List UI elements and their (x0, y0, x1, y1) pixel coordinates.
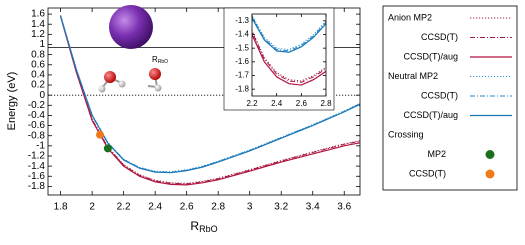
plot-frame (251, 13, 327, 97)
y-tick-label: -1.8 (28, 181, 46, 192)
y-tick-label: 1 (39, 39, 45, 50)
y-tick-label: 1.4 (31, 19, 45, 30)
y-axis-label: Energy (eV) (6, 72, 18, 131)
x-axis-subscript: RbO (199, 224, 218, 234)
oxygen-atom (149, 68, 161, 80)
legend-label: CCSD(T)/aug (403, 51, 458, 61)
y-tick-label: -1.2 (28, 151, 46, 162)
line-series (252, 28, 326, 82)
x-tick-label: 2.8 (320, 99, 332, 108)
legend-label: CCSD(T) (409, 168, 446, 178)
distance-symbol: R (152, 55, 158, 64)
x-axis-label: RRbO (190, 219, 217, 234)
distance-label: RRbO (152, 55, 168, 65)
plot-area (48, 14, 360, 186)
y-tick-label: 0.6 (31, 59, 45, 70)
hydrogen-atom (154, 84, 162, 92)
legend-label: Neutral MP2 (388, 71, 438, 81)
legend: Anion MP2 CCSD(T) CCSD(T)/aug Neutral MP2 CC… (382, 5, 518, 191)
x-tick-label: 2.4 (271, 99, 283, 108)
y-tick-label: 0.8 (31, 49, 45, 60)
x-tick-label: 2.8 (211, 202, 225, 213)
y-tick-label: -1.4 (28, 161, 46, 172)
legend-box (382, 5, 518, 191)
y-tick-label: -1.3 (235, 16, 249, 25)
oxygen-atom (104, 71, 116, 83)
legend-label: CCSD(T) (421, 32, 458, 42)
x-tick-label: 1.8 (54, 202, 68, 213)
y-tick-label: 1.2 (31, 29, 45, 40)
legend-swatch (485, 150, 495, 159)
y-tick-label: -1.6 (235, 57, 249, 66)
x-tick-label: 2 (89, 202, 95, 213)
x-axis-symbol: R (190, 219, 199, 233)
crossing-point (96, 130, 104, 139)
hydrogen-atom (118, 80, 126, 88)
crossing-point (103, 144, 112, 153)
y-tick-label: -0.2 (28, 100, 46, 111)
y-tick-label: -0.8 (28, 130, 46, 141)
hydrogen-atom (98, 85, 106, 93)
legend-label: CCSD(T)/aug (403, 110, 458, 120)
line-series (252, 15, 326, 53)
x-tick-label: 3.4 (306, 202, 320, 213)
inset: 2.2 2.4 2.6 2.8 -1.3 -1.4 -1.5 -1.6 -1.7 -1.8 (223, 7, 335, 111)
plot-frame (47, 7, 361, 196)
distance-subscript: RbO (158, 59, 168, 65)
y-tick-label: 0.4 (31, 70, 45, 81)
main-plot: 1.8 2 2.2 2.4 2.6 2.8 3 3.2 3.4 3.61.61.41.210.80… (28, 7, 361, 213)
y-tick-label: -1 (36, 140, 45, 151)
y-tick-label: -1.8 (235, 84, 249, 93)
line-series (252, 14, 326, 52)
legend-label: MP2 (427, 149, 446, 159)
y-tick-label: 0 (39, 90, 45, 101)
x-tick-label: 2.6 (180, 202, 194, 213)
y-tick-label: -1.4 (235, 30, 249, 39)
y-tick-label: 0.2 (31, 80, 45, 91)
legend-group-title: Crossing (388, 129, 424, 139)
legend-label: CCSD(T) (421, 90, 458, 100)
x-tick-label: 2.6 (296, 99, 308, 108)
x-tick-label: 3 (247, 202, 253, 213)
x-tick-label: 2.2 (246, 99, 258, 108)
y-tick-label: -1.5 (235, 43, 249, 52)
plot-area (252, 14, 326, 86)
y-tick-label: -0.4 (28, 110, 46, 121)
line-series (252, 32, 326, 86)
x-tick-label: 2.4 (148, 202, 162, 213)
y-tick-label: -1.6 (28, 171, 46, 182)
y-tick-label: -0.6 (28, 120, 46, 131)
legend-swatch (485, 169, 495, 179)
inset-background (223, 7, 335, 111)
y-tick-label: 1.6 (31, 9, 45, 20)
legend-label: Anion MP2 (388, 12, 432, 22)
x-tick-label: 3.2 (274, 202, 288, 213)
molecule-illustration: RRbO (98, 5, 168, 93)
x-tick-label: 2.2 (117, 202, 131, 213)
rubidium-atom (109, 5, 153, 49)
line-series (60, 15, 360, 174)
x-tick-label: 3.6 (337, 202, 351, 213)
y-tick-label: -1.7 (235, 71, 249, 80)
